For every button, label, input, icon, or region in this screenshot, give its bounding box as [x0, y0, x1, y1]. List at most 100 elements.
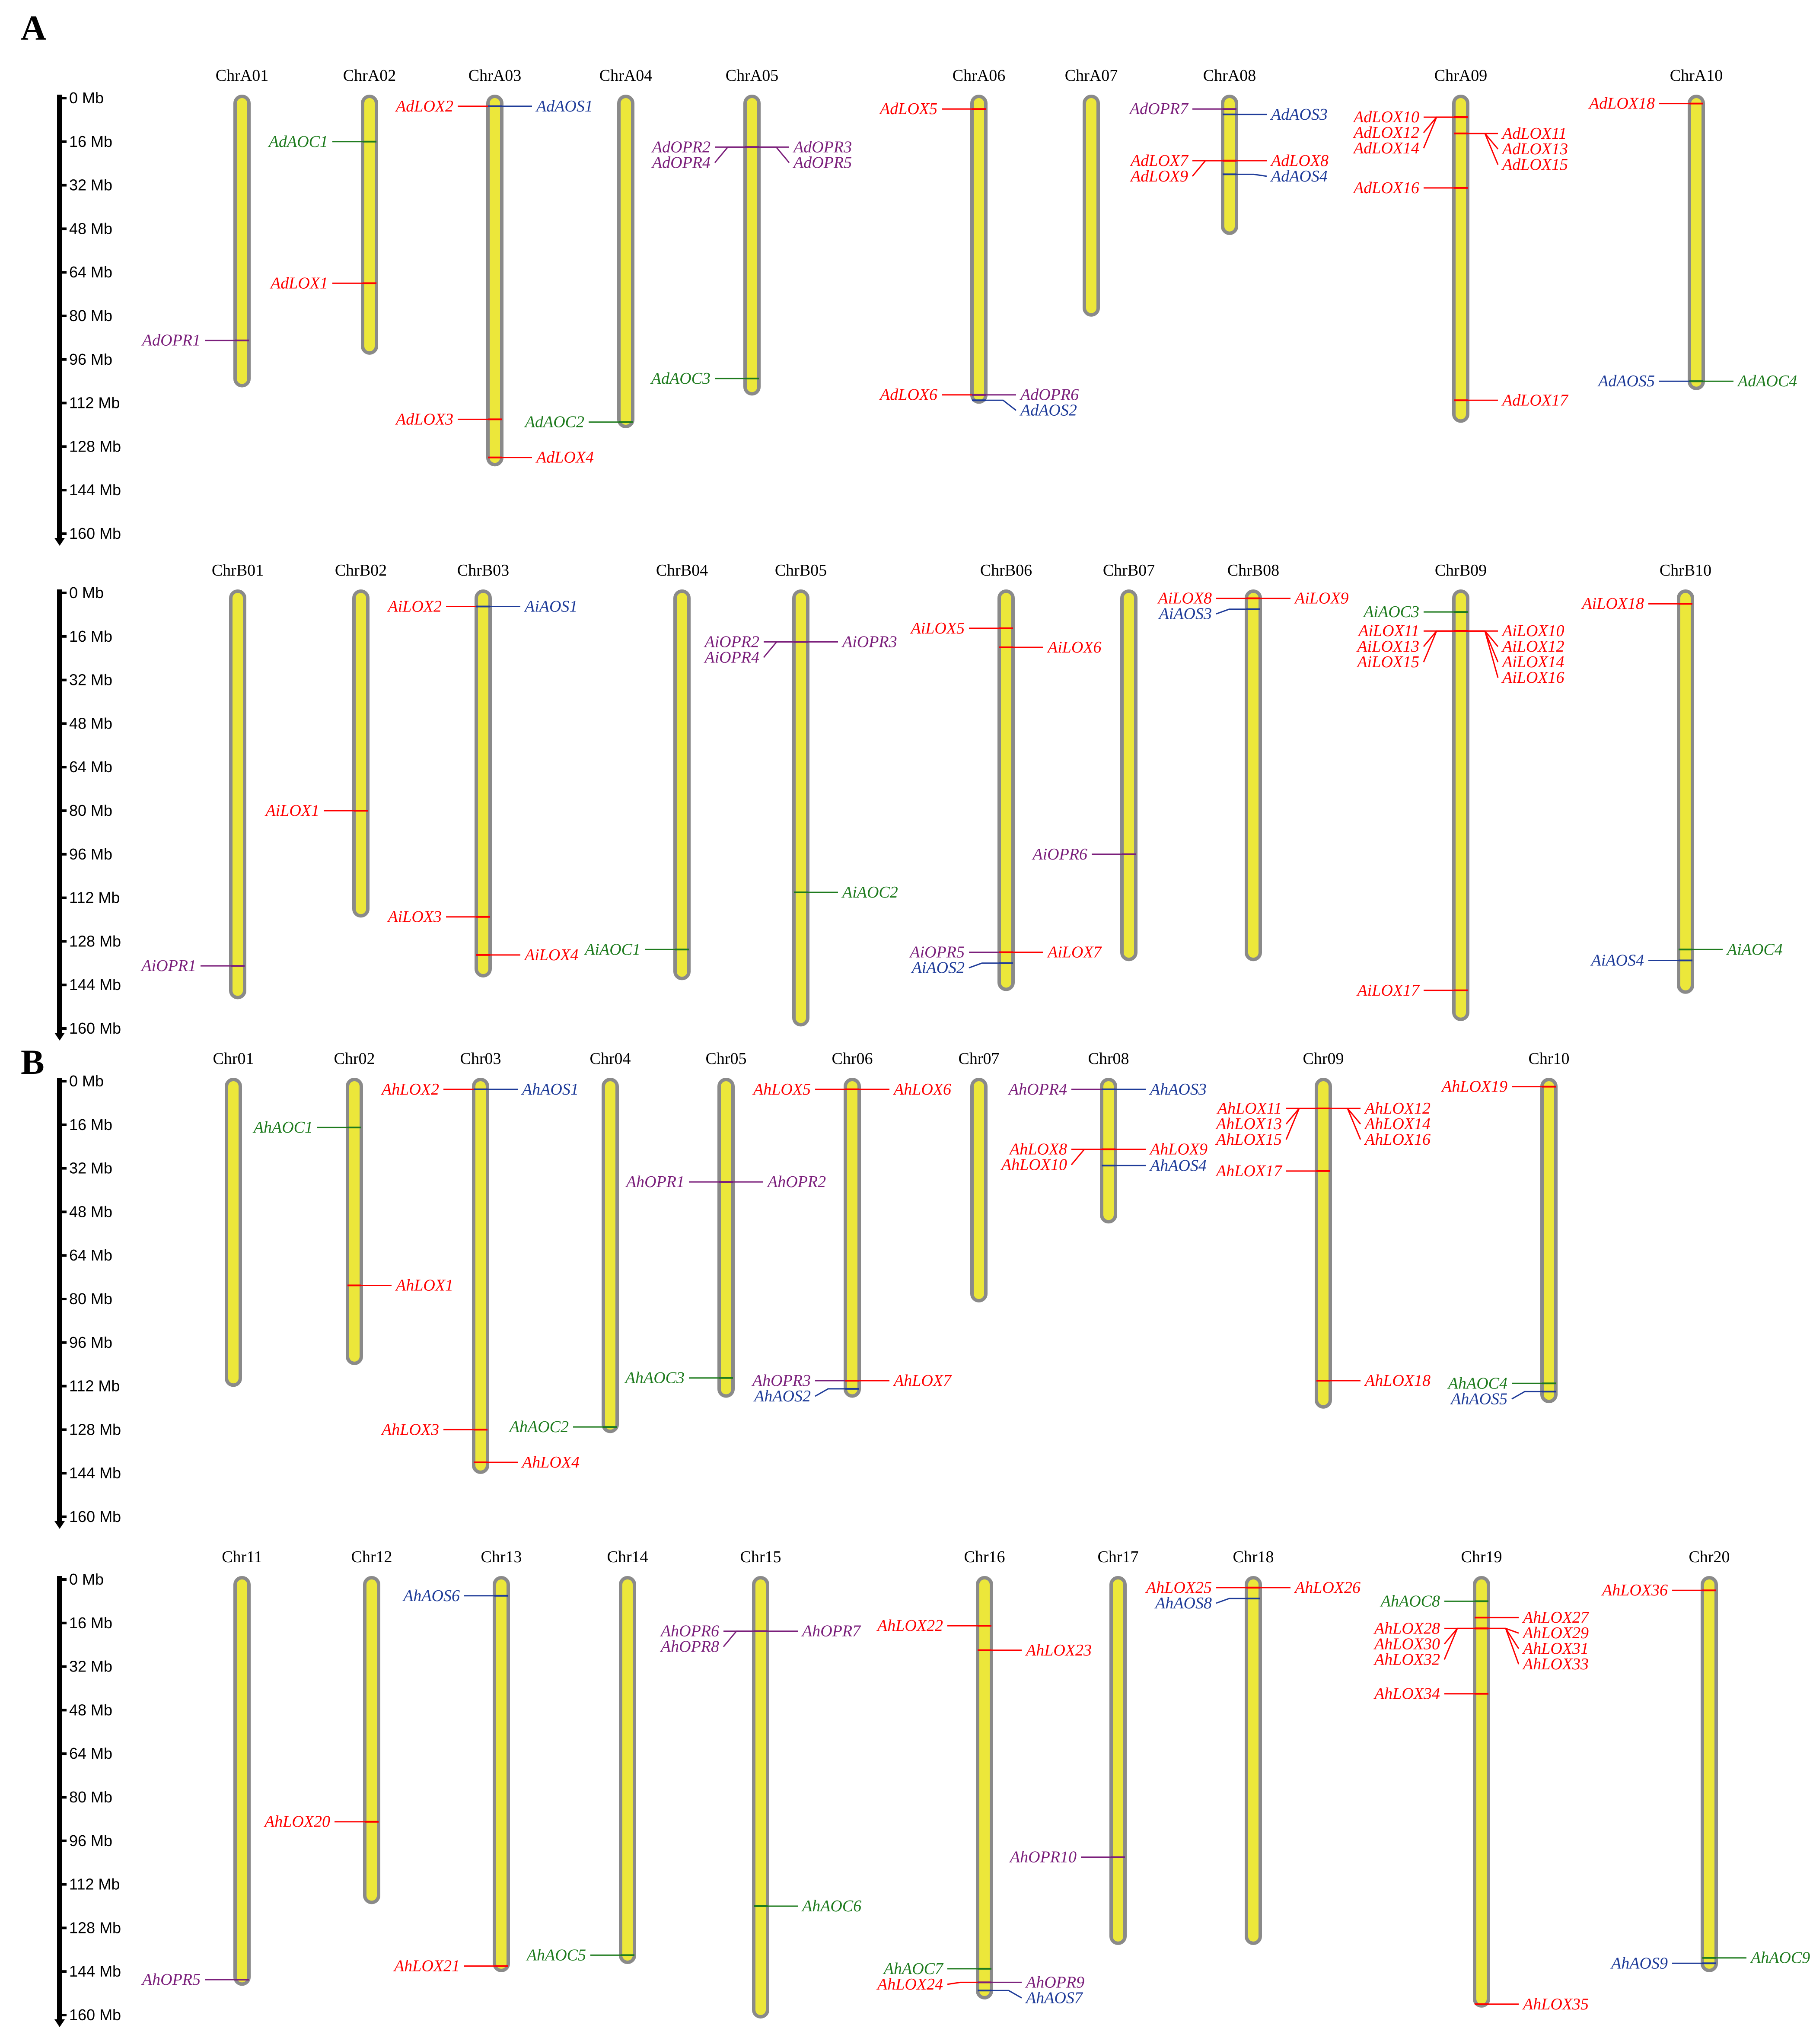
gene-label-lox: AhLOX12: [1364, 1099, 1431, 1118]
scale-tick-label: 48 Mb: [69, 1203, 112, 1220]
chromosome-label: Chr03: [460, 1050, 501, 1068]
chromosome-label: Chr08: [1088, 1050, 1129, 1068]
chromosome-bar: [619, 1576, 636, 1964]
chromosome-label: ChrB06: [980, 561, 1032, 579]
chromosome-bar: [792, 589, 809, 1027]
gene-label-aoc: AiAOC2: [841, 883, 898, 901]
gene-label-lox: AdLOX13: [1501, 140, 1568, 158]
scale-tick-label: 128 Mb: [69, 932, 121, 950]
gene-connector: [1330, 1108, 1361, 1140]
chromosome-chra07: ChrA07: [1065, 67, 1118, 317]
chromosome-bar: [1100, 1078, 1117, 1224]
chromosome-chra01: ChrA01 AdOPR1: [141, 67, 268, 388]
chromosome-label: Chr15: [740, 1548, 781, 1566]
gene-label-aoc: AhAOC8: [1380, 1592, 1440, 1610]
gene-label-lox: AhLOX11: [1216, 1099, 1282, 1118]
gene-label-lox: AhLOX18: [1364, 1372, 1431, 1390]
gene-label-lox: AhLOX36: [1601, 1581, 1668, 1599]
gene-label-aoc: AiAOC1: [583, 940, 640, 958]
scale-tick-label: 160 Mb: [69, 1019, 121, 1037]
chromosome-bar: [1688, 95, 1705, 390]
gene-label-lox: AdLOX6: [879, 386, 937, 404]
gene-label-lox: AiLOX17: [1356, 981, 1420, 1000]
chromosome-bar: [743, 95, 761, 396]
chromosome-bar: [673, 589, 691, 981]
chromosome-bar: [844, 1078, 861, 1398]
gene-label-opr: AiOPR1: [140, 957, 196, 975]
chromosome-label: ChrA10: [1670, 67, 1723, 85]
gene-label-lox: AiLOX4: [523, 946, 579, 964]
gene-connector: [947, 1981, 978, 1985]
gene-label-opr: AhOPR2: [766, 1173, 826, 1191]
gene-label-aos: AiAOS1: [523, 598, 577, 616]
chromosome-chrb10: ChrB10 AiLOX18 AiAOS4 AiAOC4: [1580, 561, 1783, 994]
chromosome-chr17: Chr17 AhOPR10: [1009, 1548, 1139, 1945]
gene-label-aoc: AdAOC3: [650, 369, 711, 388]
scale-tick-label: 112 Mb: [69, 394, 120, 412]
scale-tick-label: 128 Mb: [69, 1919, 121, 1936]
scale-arrow: [54, 1521, 65, 1529]
scale-tick-label: 48 Mb: [69, 1701, 112, 1719]
gene-label-lox: AiLOX7: [1046, 943, 1102, 962]
scale-tick-label: 80 Mb: [69, 1290, 112, 1308]
scale-tick-label: 16 Mb: [69, 1614, 112, 1632]
chromosome-bar: [970, 1078, 988, 1302]
chromosome-bar: [1120, 589, 1138, 962]
chromosome-chr01: Chr01: [213, 1050, 254, 1387]
chromosome-label: ChrA03: [468, 67, 521, 85]
scale-tick-label: 80 Mb: [69, 1788, 112, 1806]
chromosome-chrb02: ChrB02 AiLOX1: [264, 561, 387, 918]
gene-connector: [1216, 1598, 1246, 1604]
gene-label-lox: AiLOX12: [1501, 637, 1564, 656]
chromosome-bar: [225, 1078, 242, 1387]
gene-label-lox: AhLOX19: [1440, 1078, 1507, 1096]
gene-connector: [1488, 1627, 1519, 1634]
gene-label-aos: AiAOS2: [911, 959, 965, 977]
scale-tick-label: 0 Mb: [69, 89, 104, 107]
chromosome-label: ChrB04: [656, 561, 708, 579]
gene-connector: [1423, 116, 1454, 134]
chromosome-label: Chr01: [213, 1050, 254, 1068]
gene-label-lox: AhLOX10: [1000, 1156, 1067, 1174]
chromosome-bar: [475, 589, 492, 977]
gene-label-aoc: AiAOC4: [1726, 940, 1783, 958]
gene-label-aoc: AhAOC4: [1447, 1374, 1507, 1392]
gene-label-lox: AhLOX34: [1373, 1685, 1440, 1703]
chromosome-chr03: Chr03 AhLOX2 AhLOX3 AhAOS1 AhLOX4: [380, 1050, 580, 1474]
chromosome-chra10: ChrA10 AdLOX18 AdAOS5 AdAOC4: [1588, 67, 1797, 390]
scale-tick-label: 48 Mb: [69, 714, 112, 732]
chromosome-label: Chr18: [1233, 1548, 1274, 1566]
gene-label-opr: AdOPR4: [651, 153, 711, 172]
gene-label-aos: AdAOS5: [1597, 372, 1655, 390]
gene-label-lox: AhLOX3: [380, 1420, 439, 1439]
gene-connector: [1468, 630, 1499, 647]
panel-letter: A: [21, 8, 46, 48]
chromosome-bar: [1452, 589, 1469, 1021]
scale-bar: 0 Mb 16 Mb 32 Mb 48 Mb 64 Mb 80 Mb 96 Mb 112 Mb…: [54, 584, 121, 1041]
gene-connector: [1468, 630, 1499, 678]
chromosome-chr14: Chr14 AhAOC5: [526, 1548, 648, 1964]
scale-tick-label: 96 Mb: [69, 350, 112, 368]
chromosome-label: ChrA04: [599, 67, 652, 85]
gene-label-lox: AiLOX14: [1501, 653, 1564, 671]
chromosome-label: ChrB03: [457, 561, 509, 579]
gene-label-opr: AhOPR8: [660, 1638, 719, 1656]
gene-label-lox: AhLOX23: [1025, 1641, 1092, 1659]
gene-label-aoc: AhAOC5: [526, 1946, 586, 1964]
scale-tick-label: 0 Mb: [69, 584, 104, 602]
chromosome-label: ChrB09: [1435, 561, 1487, 579]
gene-connector: [1468, 133, 1499, 150]
chromosome-label: Chr05: [706, 1050, 747, 1068]
chromosome-label: Chr10: [1529, 1050, 1570, 1068]
scale-tick-label: 0 Mb: [69, 1072, 104, 1090]
gene-label-aos: AdAOS3: [1270, 105, 1328, 124]
gene-label-lox: AiLOX6: [1046, 638, 1102, 656]
chromosome-chrb04: ChrB04 AiAOC1: [583, 561, 708, 981]
gene-label-lox: AdLOX10: [1352, 108, 1419, 126]
